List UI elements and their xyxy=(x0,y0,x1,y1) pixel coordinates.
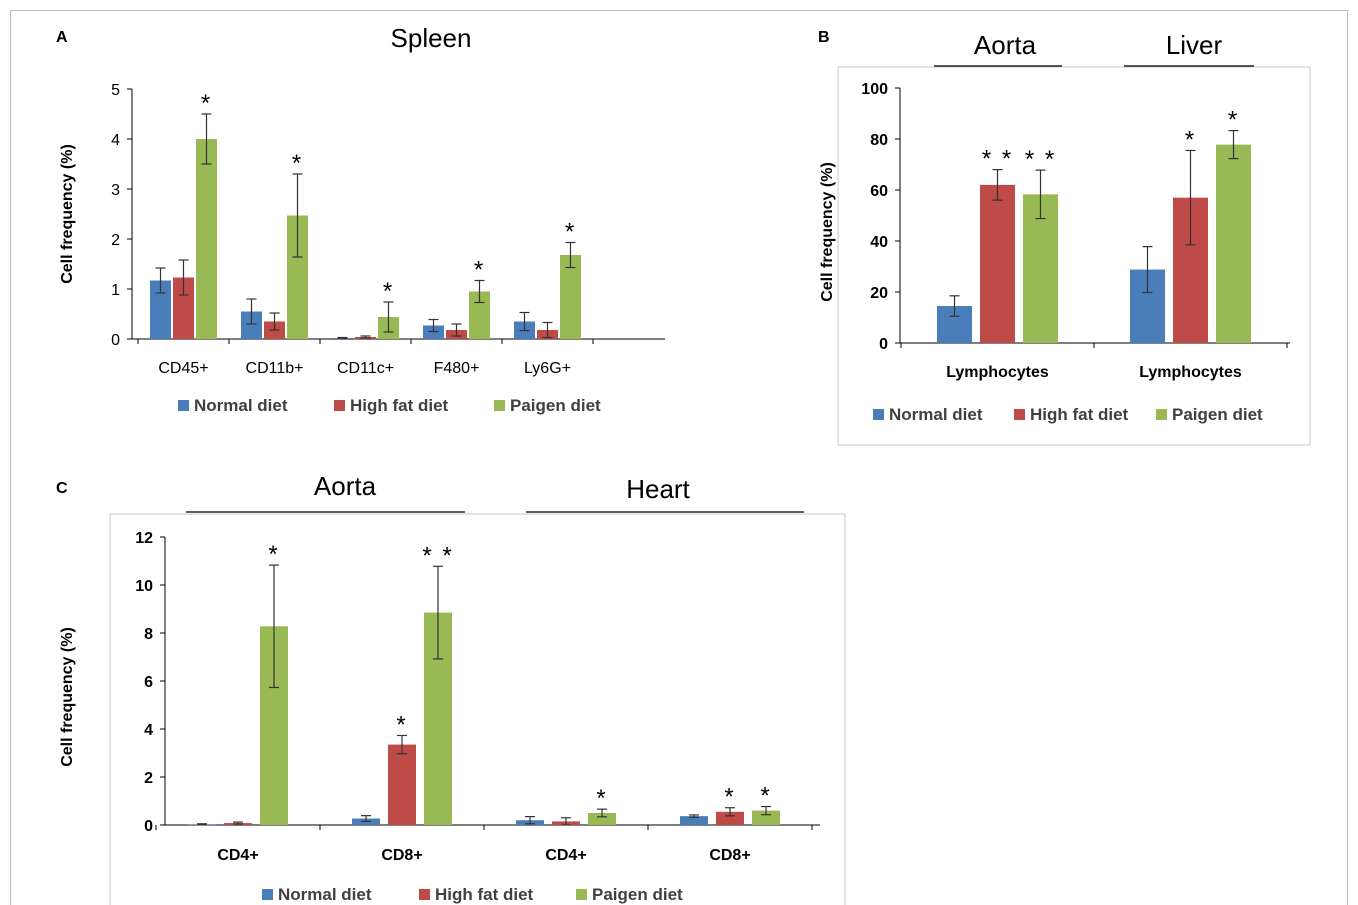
legend-label: Normal diet xyxy=(889,405,983,424)
legend-swatch xyxy=(1156,409,1167,420)
panel-c-y-axis-label: Cell frequency (%) xyxy=(59,627,76,767)
x-category-label: CD11c+ xyxy=(337,360,394,377)
significance-marker: * xyxy=(268,541,279,568)
y-tick-label: 0 xyxy=(144,818,153,835)
bar xyxy=(173,277,194,339)
legend-swatch xyxy=(873,409,884,420)
y-tick-label: 20 xyxy=(870,285,888,302)
legend-swatch xyxy=(262,889,273,900)
significance-marker: * * xyxy=(1025,146,1056,173)
y-tick-label: 8 xyxy=(144,626,153,643)
panel-c-letter: C xyxy=(56,480,68,497)
panel-a-y-axis-label: Cell frequency (%) xyxy=(59,144,76,284)
panel-c-border xyxy=(109,513,846,905)
y-tick-label: 2 xyxy=(144,770,153,787)
y-tick-label: 60 xyxy=(870,183,888,200)
y-tick-label: 2 xyxy=(111,232,120,249)
bar xyxy=(196,139,217,339)
legend-label: Paigen diet xyxy=(592,885,683,904)
bar xyxy=(980,184,1015,343)
legend-swatch xyxy=(419,889,430,900)
group-label: Liver xyxy=(1166,30,1223,60)
significance-marker: * xyxy=(292,150,303,177)
bar xyxy=(588,813,616,825)
legend-swatch xyxy=(1014,409,1025,420)
legend-label: Normal diet xyxy=(194,396,288,415)
legend-label: High fat diet xyxy=(1030,405,1129,424)
y-tick-label: 1 xyxy=(111,282,120,299)
x-category-label: CD11b+ xyxy=(246,360,304,377)
bar xyxy=(241,311,262,339)
bar xyxy=(716,811,744,825)
panel-b-plot: Aorta Liver 0 20 40 60 80 100 Lymphocytes * * * * L… xyxy=(861,30,1290,424)
significance-marker: * xyxy=(596,785,607,812)
y-tick-label: 40 xyxy=(870,234,888,251)
significance-marker: * xyxy=(760,783,771,810)
bar xyxy=(423,325,444,339)
x-category-label: Lymphocytes xyxy=(946,364,1049,381)
y-tick-label: 4 xyxy=(144,722,153,739)
legend-label: Normal diet xyxy=(278,885,372,904)
legend-label: High fat diet xyxy=(435,885,534,904)
y-tick-label: 100 xyxy=(861,81,888,98)
significance-marker: * xyxy=(383,278,394,305)
x-category-label: CD8+ xyxy=(381,847,422,864)
bar xyxy=(560,255,581,339)
panel-b-y-axis-label: Cell frequency (%) xyxy=(819,162,836,302)
y-tick-label: 5 xyxy=(111,82,120,99)
legend-label: Paigen diet xyxy=(1172,405,1263,424)
bar xyxy=(469,291,490,339)
y-tick-label: 4 xyxy=(111,132,120,149)
group-label: Heart xyxy=(626,474,690,504)
y-tick-label: 12 xyxy=(135,530,153,547)
significance-marker: * * xyxy=(422,542,453,569)
bar xyxy=(1216,144,1251,343)
bar xyxy=(680,816,708,825)
x-category-label: CD4+ xyxy=(217,847,258,864)
legend-swatch xyxy=(494,400,505,411)
x-category-label: Lymphocytes xyxy=(1139,364,1242,381)
y-tick-label: 0 xyxy=(879,336,888,353)
panel-b-letter: B xyxy=(818,29,830,46)
y-tick-label: 80 xyxy=(870,132,888,149)
legend-swatch xyxy=(334,400,345,411)
x-category-label: CD4+ xyxy=(545,847,586,864)
panel-a-letter: A xyxy=(56,29,68,46)
bar xyxy=(388,744,416,825)
panel-b: B Cell frequency (%) Aorta Liver 0 20 40 60 80… xyxy=(818,29,1311,446)
bar xyxy=(752,810,780,825)
bar xyxy=(287,215,308,339)
significance-marker: * xyxy=(474,257,485,284)
x-category-label: CD45+ xyxy=(158,360,208,377)
significance-marker: * xyxy=(565,219,576,246)
panel-b-border xyxy=(837,66,1311,446)
legend-label: Paigen diet xyxy=(510,396,601,415)
panel-a-title: Spleen xyxy=(391,23,472,53)
figure-frame xyxy=(10,10,1348,905)
legend-swatch xyxy=(576,889,587,900)
group-label: Aorta xyxy=(974,30,1037,60)
panel-c: C Cell frequency (%) Aorta Heart 0 2 4 6 8 10 12… xyxy=(56,471,846,905)
panel-a-plot: 0 1 2 3 4 5 CD45+ * CD11b+ * CD11c+ * F480+ * Ly6G+ * No… xyxy=(111,82,665,415)
panel-c-plot: Aorta Heart 0 2 4 6 8 10 12 CD4+ * CD8+ * * * CD4+ * CD8… xyxy=(135,471,820,904)
significance-marker: * xyxy=(396,711,407,738)
y-tick-label: 3 xyxy=(111,182,120,199)
y-tick-label: 10 xyxy=(135,578,153,595)
x-category-label: F480+ xyxy=(434,360,480,377)
y-tick-label: 0 xyxy=(111,332,120,349)
legend-label: High fat diet xyxy=(350,396,449,415)
significance-marker: * xyxy=(1185,126,1196,153)
significance-marker: * xyxy=(724,784,735,811)
significance-marker: * xyxy=(1228,107,1239,134)
x-category-label: CD8+ xyxy=(709,847,750,864)
x-category-label: Ly6G+ xyxy=(524,360,571,377)
legend-swatch xyxy=(178,400,189,411)
significance-marker: * xyxy=(201,90,212,117)
y-tick-label: 6 xyxy=(144,674,153,691)
group-label: Aorta xyxy=(314,471,377,501)
bar xyxy=(150,280,171,339)
panel-a: A Spleen Cell frequency (%) 0 1 2 3 4 5 CD45+ *… xyxy=(56,23,665,415)
significance-marker: * * xyxy=(982,146,1013,173)
